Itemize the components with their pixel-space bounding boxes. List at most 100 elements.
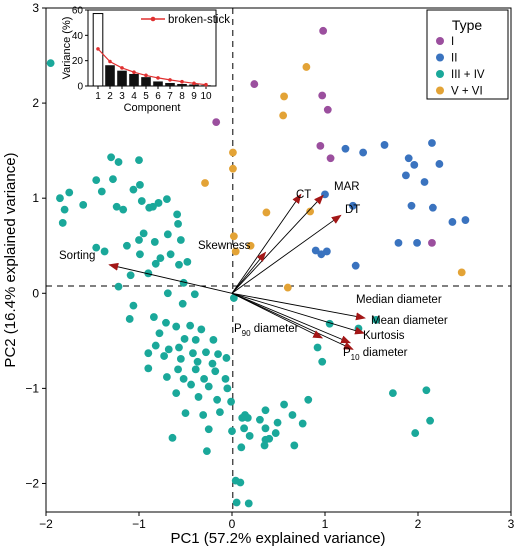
data-point	[137, 197, 146, 205]
data-point	[175, 260, 183, 269]
data-point	[351, 261, 360, 270]
data-point	[163, 230, 172, 239]
legend-marker	[436, 37, 444, 45]
data-point	[151, 341, 160, 350]
plot-frame	[45, 7, 512, 513]
x-tick-label: 0	[229, 517, 236, 531]
data-point	[261, 424, 270, 433]
x-tick-label: −1	[132, 517, 146, 531]
data-point	[288, 411, 297, 419]
vector-label-skewness: Skewness	[198, 240, 251, 252]
inset-x-tick-label: 10	[200, 91, 212, 102]
inset-x-tick-label: 5	[143, 91, 149, 102]
data-point	[404, 154, 413, 163]
vector-label-dt: DT	[345, 204, 360, 216]
legend-marker	[436, 53, 444, 62]
data-point	[46, 59, 55, 68]
inset-bars-and-line: 0 20 40 60 1 2 3 4 5 6 7 8 9 10	[72, 6, 212, 103]
data-point	[321, 190, 329, 199]
inset-y-axis-title: Variance (%)	[61, 17, 73, 80]
data-point	[244, 499, 253, 508]
data-point	[166, 250, 175, 259]
data-point	[306, 207, 315, 216]
legend-marker	[436, 86, 444, 95]
data-point	[298, 419, 307, 428]
broken-stick-point	[144, 73, 148, 78]
data-point	[304, 395, 313, 404]
data-point	[126, 271, 135, 280]
data-point	[174, 365, 182, 374]
data-point	[187, 380, 195, 389]
data-point	[326, 154, 335, 163]
data-point	[265, 434, 274, 443]
legend-label: II	[451, 53, 457, 65]
inset-y-tick-label: 0	[77, 82, 83, 93]
data-point	[232, 498, 241, 507]
data-point	[461, 216, 470, 224]
data-point	[175, 343, 183, 352]
data-point	[139, 229, 148, 238]
data-point	[262, 208, 271, 217]
legend-label: I	[451, 36, 454, 48]
data-point	[222, 354, 231, 362]
loading-arrow	[108, 262, 233, 294]
data-point	[100, 247, 109, 256]
loading-arrow	[231, 194, 324, 294]
broken-stick-point	[192, 81, 196, 86]
data-point	[60, 205, 69, 214]
data-point	[279, 111, 288, 120]
broken-stick-point	[180, 79, 184, 84]
legend-marker	[436, 70, 444, 78]
data-point	[174, 219, 182, 228]
data-point	[411, 429, 420, 437]
loading-arrow	[231, 292, 324, 339]
data-point	[231, 247, 240, 256]
data-point	[186, 321, 195, 330]
data-point	[173, 210, 182, 219]
data-point	[156, 254, 165, 262]
data-point	[426, 416, 434, 425]
data-point	[322, 247, 331, 256]
data-point	[189, 349, 197, 358]
inset-bar	[153, 81, 163, 86]
data-point	[229, 232, 238, 241]
data-point	[457, 268, 466, 277]
y-axis-title: PC2 (16.4% explained variance)	[2, 152, 19, 367]
data-point	[394, 238, 403, 247]
y-tick-label: 0	[32, 286, 39, 300]
data-point	[250, 80, 259, 88]
inset-x-axis-title: Component	[124, 102, 181, 114]
data-point	[260, 441, 269, 450]
data-point	[273, 418, 282, 427]
inset-x-tick-label: 4	[131, 91, 137, 102]
data-point	[107, 153, 115, 162]
data-point	[58, 219, 67, 227]
data-point	[212, 118, 221, 127]
data-point	[191, 335, 200, 344]
loading-arrow	[231, 193, 302, 294]
x-tick-label: 3	[508, 517, 515, 531]
data-point	[422, 386, 431, 395]
data-point	[388, 389, 397, 398]
loading-arrow	[231, 292, 354, 350]
data-point	[240, 424, 248, 433]
data-point	[136, 180, 144, 189]
data-point	[209, 335, 218, 344]
legend-label: V + VI	[451, 86, 483, 98]
data-point	[123, 241, 131, 250]
data-point	[163, 373, 171, 381]
loading-arrow	[231, 292, 352, 344]
data-point	[428, 238, 436, 247]
data-point	[256, 415, 264, 424]
data-point	[125, 315, 134, 323]
inset-x-tick-label: 9	[191, 91, 197, 102]
loading-arrow	[231, 292, 366, 321]
data-point	[199, 411, 208, 419]
data-point	[237, 443, 246, 452]
data-point	[144, 349, 153, 358]
data-point	[144, 269, 153, 278]
data-point	[92, 243, 101, 252]
data-point	[201, 179, 209, 187]
vector-label-mar: MAR	[334, 181, 360, 193]
data-point	[180, 335, 189, 343]
